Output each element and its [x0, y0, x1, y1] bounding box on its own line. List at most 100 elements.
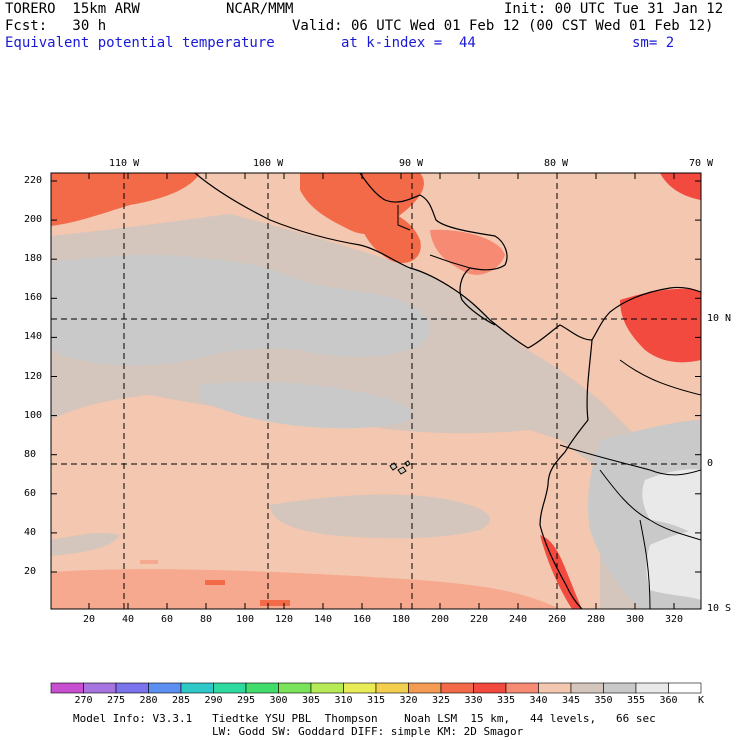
colorbar-label: 325 — [432, 695, 451, 706]
y-tick-label: 180 — [24, 253, 43, 265]
level-info: at k-index = 44 — [341, 35, 476, 51]
colorbar-swatch — [668, 682, 702, 694]
x-tick-label: 40 — [122, 614, 135, 625]
colorbar-swatch — [343, 682, 377, 694]
y-tick-label: 120 — [24, 370, 43, 382]
y-tick-label: 20 — [24, 566, 37, 577]
colorbar-label: 330 — [464, 695, 483, 706]
forecast-hour: Fcst: 30 h — [5, 18, 107, 34]
warm-speck — [260, 600, 290, 606]
x-tick-label: 100 — [236, 614, 255, 625]
lat-label: 10 N — [707, 313, 732, 324]
x-tick-label: 140 — [314, 614, 333, 625]
colorbar-label: 275 — [107, 695, 126, 706]
colorbar-swatch — [375, 682, 409, 694]
colorbar-label: 285 — [172, 695, 191, 706]
colorbar-swatch — [115, 682, 149, 694]
contour-350-west2 — [58, 298, 160, 330]
colorbar-label: 315 — [367, 695, 386, 706]
colorbar-swatch — [473, 682, 507, 694]
lat-label: 0 — [707, 458, 714, 469]
x-tick-label: 80 — [200, 614, 213, 625]
contour-345-south — [270, 494, 490, 539]
contour-335-colombia — [620, 288, 701, 363]
x-tick-label: 120 — [275, 614, 294, 625]
lon-label: 100 W — [253, 158, 284, 169]
contour-345-south2 — [51, 532, 120, 556]
y-tick-label: 140 — [24, 331, 43, 343]
lon-label: 80 W — [544, 158, 569, 169]
colorbar-swatch — [310, 682, 344, 694]
lon-label: 90 W — [399, 158, 424, 169]
colorbar-unit: K — [698, 695, 705, 706]
colorbar-label: 270 — [74, 695, 93, 706]
contour-350-central — [200, 381, 413, 429]
graticule — [51, 173, 701, 609]
init-time: Init: 00 UTC Tue 31 Jan 12 — [504, 1, 724, 17]
colorbar-label: 280 — [139, 695, 158, 706]
colorbar-label: 335 — [497, 695, 516, 706]
y-tick-label: 40 — [24, 526, 37, 538]
colorbar-swatch — [83, 682, 117, 694]
coastline-central-america — [194, 173, 701, 349]
colorbar-swatch — [570, 682, 604, 694]
axis-ticks — [51, 173, 701, 609]
physics-info: LW: Godd SW: Goddard DIFF: simple KM: 2D… — [212, 725, 524, 738]
x-tick-label: 320 — [665, 614, 684, 625]
contour-355-amazon2 — [646, 530, 701, 600]
colorbar-label: 360 — [659, 695, 678, 706]
x-tick-label: 20 — [83, 614, 96, 625]
colorbar-swatch — [603, 682, 637, 694]
lon-label: 70 W — [689, 158, 714, 169]
y-tick-label: 100 — [24, 409, 43, 421]
lon-label: 110 W — [109, 158, 140, 169]
model-name: TORERO 15km ARW — [5, 1, 140, 17]
x-tick-label: 200 — [431, 614, 450, 625]
colorbar-label: 305 — [302, 695, 321, 706]
colorbar-swatch — [408, 682, 442, 694]
colorbar — [50, 682, 702, 694]
y-tick-label: 160 — [24, 292, 43, 304]
valid-time: Valid: 06 UTC Wed 01 Feb 12 (00 CST Wed … — [292, 18, 714, 34]
colorbar-swatch — [213, 682, 247, 694]
contour-340-caribbean — [500, 173, 701, 300]
colorbar-swatch — [148, 682, 182, 694]
x-tick-label: 300 — [626, 614, 645, 625]
y-tick-label: 200 — [24, 214, 43, 226]
colorbar-swatch — [635, 682, 669, 694]
colorbar-label: 345 — [562, 695, 581, 706]
colorbar-label: 320 — [399, 695, 418, 706]
colorbar-swatch — [505, 682, 539, 694]
contour-350-west — [51, 255, 431, 366]
x-tick-label: 160 — [353, 614, 372, 625]
colorbar-label: 310 — [334, 695, 353, 706]
contour-340-south — [51, 569, 560, 609]
colorbar-swatch — [278, 682, 312, 694]
y-tick-label: 60 — [24, 487, 37, 499]
coastline-south-america — [539, 339, 593, 609]
y-tick-label: 80 — [24, 448, 37, 460]
colorbar-label: 300 — [269, 695, 288, 706]
x-tick-label: 280 — [587, 614, 606, 625]
colorbar-swatch — [50, 682, 84, 694]
colorbar-label: 340 — [529, 695, 548, 706]
y-tick-label: 220 — [24, 175, 43, 186]
contour-355-amazon — [642, 469, 701, 540]
colorbar-swatch — [180, 682, 214, 694]
x-tick-label: 220 — [470, 614, 489, 625]
colorbar-swatch — [245, 682, 279, 694]
model-info: Model Info: V3.3.1 Tiedtke YSU PBL Thomp… — [73, 712, 656, 725]
warm-speck — [205, 580, 225, 585]
coastline-yucatan — [359, 173, 508, 326]
colorbar-label: 295 — [237, 695, 256, 706]
contour-330-central-am — [430, 229, 505, 275]
contour-330-mexico-nw — [51, 173, 200, 226]
contour-335-caribbean-ne — [660, 173, 701, 200]
smoothing-info: sm= 2 — [632, 35, 675, 51]
colorbar-label: 350 — [594, 695, 613, 706]
x-tick-label: 260 — [548, 614, 567, 625]
warm-speck — [140, 560, 158, 564]
contour-330-mexico-e — [359, 208, 421, 264]
colorbar-swatch — [538, 682, 572, 694]
